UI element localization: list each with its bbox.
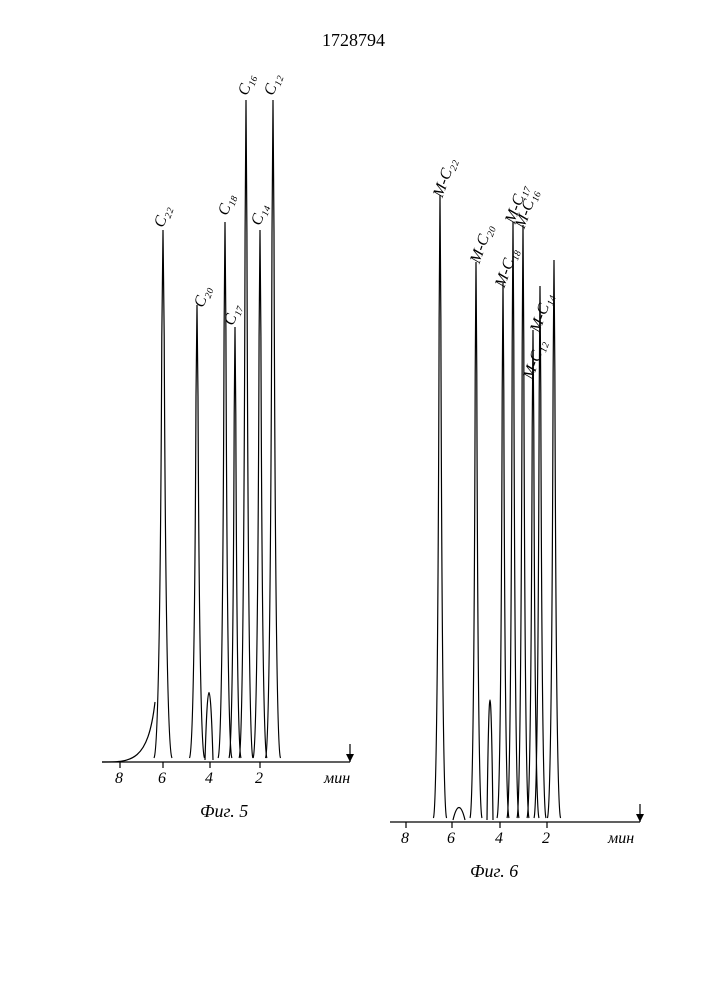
tick-label: 2: [255, 770, 263, 788]
caption-fig6: Фиг. 6: [470, 861, 518, 882]
tick-label: 6: [158, 770, 166, 788]
tick-label: 4: [205, 770, 213, 788]
tick-label: 8: [401, 830, 409, 848]
xaxis-label-left: мин: [324, 770, 350, 788]
tick-label: 4: [495, 830, 503, 848]
tick-label: 8: [115, 770, 123, 788]
caption-fig5: Фиг. 5: [200, 801, 248, 822]
tick-label: 6: [447, 830, 455, 848]
figure-canvas: [0, 0, 707, 1000]
xaxis-label-right: мин: [608, 830, 634, 848]
tick-label: 2: [542, 830, 550, 848]
